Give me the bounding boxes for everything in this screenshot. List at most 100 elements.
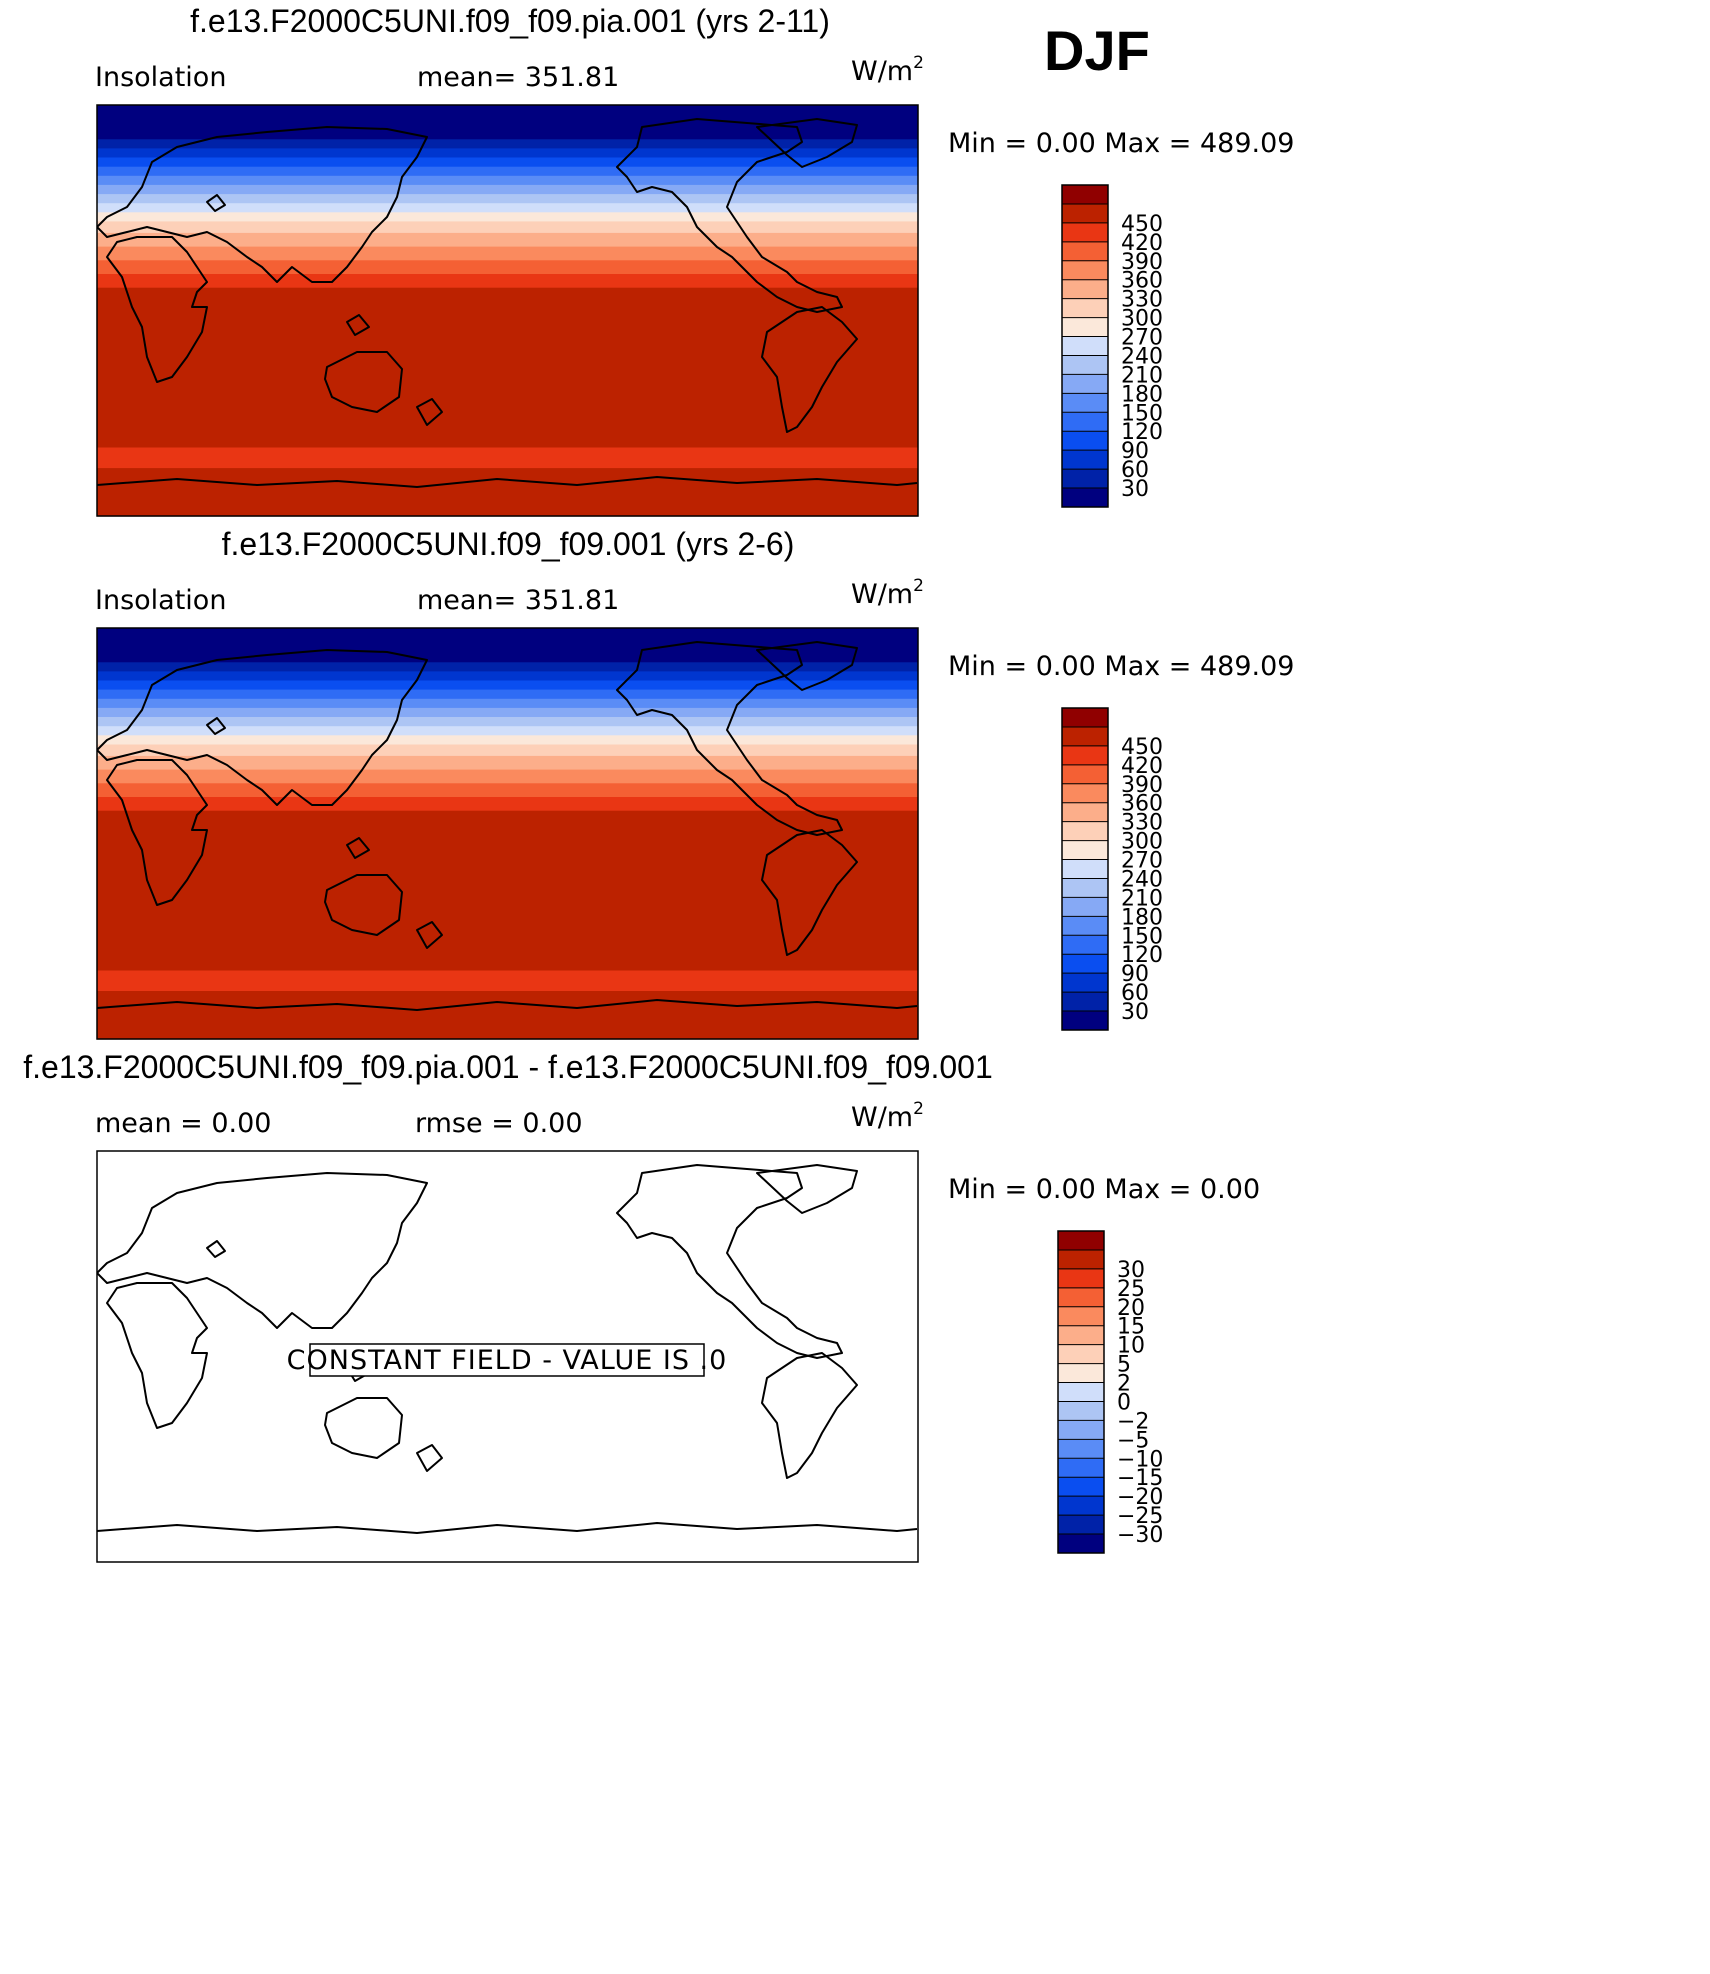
panels: f.e13.F2000C5UNI.f09_f09.pia.001 (yrs 2-… — [23, 3, 1294, 1563]
colorbar-swatch — [1062, 897, 1108, 917]
colorbar-tick-label: 240 — [1121, 345, 1163, 370]
colorbar-swatch — [1062, 708, 1108, 728]
latitude-band — [97, 184, 918, 195]
latitude-band — [97, 628, 918, 663]
colorbar-tick-label: 330 — [1121, 811, 1163, 836]
map-frame — [96, 1150, 919, 1563]
colorbar-tick-label: 30 — [1121, 477, 1149, 502]
colorbar-swatch — [1058, 1325, 1104, 1346]
colorbar-swatch — [1062, 916, 1108, 936]
colorbar: 3060901201501802102402703003303603904204… — [1061, 707, 1163, 1031]
colorbar-swatch — [1062, 783, 1108, 804]
mean-label: mean = 0.00 — [95, 1108, 271, 1139]
units-exponent: 2 — [913, 53, 924, 73]
colorbar-tick-label: 90 — [1121, 439, 1149, 464]
colorbar-tick-label: 390 — [1121, 773, 1163, 798]
colorbar-swatch — [1058, 1306, 1104, 1327]
season-label: DJF — [1044, 19, 1150, 82]
latitude-band — [97, 232, 918, 248]
panel-title: f.e13.F2000C5UNI.f09_f09.pia.001 (yrs 2-… — [190, 3, 830, 39]
latitude-band — [97, 810, 918, 972]
units-label: W/m2 — [851, 576, 924, 610]
colorbar-tick-label: 0 — [1117, 1391, 1131, 1416]
mean-label: mean= 351.81 — [417, 585, 619, 616]
colorbar-swatch — [1058, 1268, 1104, 1289]
colorbar-swatch — [1062, 726, 1108, 747]
colorbar-swatch — [1062, 992, 1108, 1012]
units-exponent: 2 — [913, 576, 924, 596]
units-base: W/m — [851, 56, 913, 87]
latitude-band — [97, 744, 918, 757]
colorbar-tick-label: 30 — [1117, 1258, 1145, 1283]
colorbar-tick-label: 5 — [1117, 1353, 1131, 1378]
colorbar-swatch — [1062, 450, 1108, 470]
latitude-band — [97, 970, 918, 992]
colorbar-tick-label: 420 — [1121, 754, 1163, 779]
colorbar-tick-label: 330 — [1121, 288, 1163, 313]
colorbar-tick-label: 240 — [1121, 868, 1163, 893]
colorbar-swatch — [1062, 185, 1108, 205]
colorbar-swatch — [1062, 222, 1108, 243]
colorbar-swatch — [1058, 1420, 1104, 1440]
colorbar-tick-label: 150 — [1121, 401, 1163, 426]
min-max-label: Min = 0.00 Max = 489.09 — [948, 651, 1294, 682]
latitude-band — [97, 797, 918, 812]
colorbar-tick-label: 10 — [1117, 1334, 1145, 1359]
panel-title: f.e13.F2000C5UNI.f09_f09.001 (yrs 2-6) — [222, 526, 795, 562]
colorbar-tick-label: 60 — [1121, 458, 1149, 483]
colorbar-tick-label: 270 — [1121, 849, 1163, 874]
colorbar-tick-label: 300 — [1121, 307, 1163, 332]
colorbar-tick-label: 25 — [1117, 1277, 1145, 1302]
colorbar: 3060901201501802102402703003303603904204… — [1061, 184, 1163, 508]
colorbar-swatch — [1062, 878, 1108, 898]
colorbar-swatch — [1058, 1515, 1104, 1535]
latitude-band — [97, 139, 918, 149]
colorbar-swatch — [1058, 1287, 1104, 1308]
colorbar-swatch — [1062, 298, 1108, 319]
colorbar-tick-label: 90 — [1121, 962, 1149, 987]
colorbar-tick-label: 450 — [1121, 735, 1163, 760]
panel-title: f.e13.F2000C5UNI.f09_f09.pia.001 - f.e13… — [23, 1049, 993, 1085]
latitude-band — [97, 148, 918, 159]
constant-field-note: CONSTANT FIELD - VALUE IS .0 — [287, 1343, 726, 1377]
colorbar-swatch — [1058, 1382, 1104, 1402]
colorbar-swatch — [1058, 1344, 1104, 1365]
latitude-band — [97, 698, 918, 709]
colorbar-tick-label: 360 — [1121, 269, 1163, 294]
latitude-band — [97, 468, 918, 517]
colorbar-tick-label: −2 — [1117, 1409, 1149, 1434]
colorbar-tick-label: 15 — [1117, 1315, 1145, 1340]
colorbar-tick-label: 270 — [1121, 326, 1163, 351]
colorbar-swatch — [1062, 1011, 1108, 1031]
panel-3: f.e13.F2000C5UNI.f09_f09.pia.001 - f.e13… — [23, 1049, 1260, 1563]
colorbar-swatch — [1062, 840, 1108, 861]
colorbar-tick-label: 2 — [1117, 1372, 1131, 1397]
latitude-band — [97, 221, 918, 234]
units-base: W/m — [851, 1102, 913, 1133]
colorbar-swatch — [1062, 203, 1108, 224]
latitude-band — [97, 157, 918, 168]
units-label: W/m2 — [851, 53, 924, 87]
latitude-band — [97, 755, 918, 771]
latitude-band — [97, 260, 918, 275]
colorbar-tick-label: 450 — [1121, 212, 1163, 237]
colorbar-tick-label: 390 — [1121, 250, 1163, 275]
latitude-band — [97, 735, 918, 745]
colorbar-tick-label: −15 — [1117, 1466, 1163, 1491]
colorbar-tick-label: 210 — [1121, 363, 1163, 388]
colorbar-swatch — [1062, 260, 1108, 281]
map-area — [96, 104, 919, 517]
colorbar-tick-label: 30 — [1121, 1000, 1149, 1025]
colorbar-swatch — [1058, 1401, 1104, 1421]
latitude-band — [97, 689, 918, 700]
colorbar-tick-label: 120 — [1121, 420, 1163, 445]
colorbar-tick-label: 180 — [1121, 382, 1163, 407]
latitude-band — [97, 447, 918, 469]
colorbar-swatch — [1062, 802, 1108, 823]
min-max-label: Min = 0.00 Max = 0.00 — [948, 1174, 1260, 1205]
latitude-band — [97, 203, 918, 213]
colorbar-swatch — [1062, 973, 1108, 993]
colorbar-swatch — [1062, 431, 1108, 451]
